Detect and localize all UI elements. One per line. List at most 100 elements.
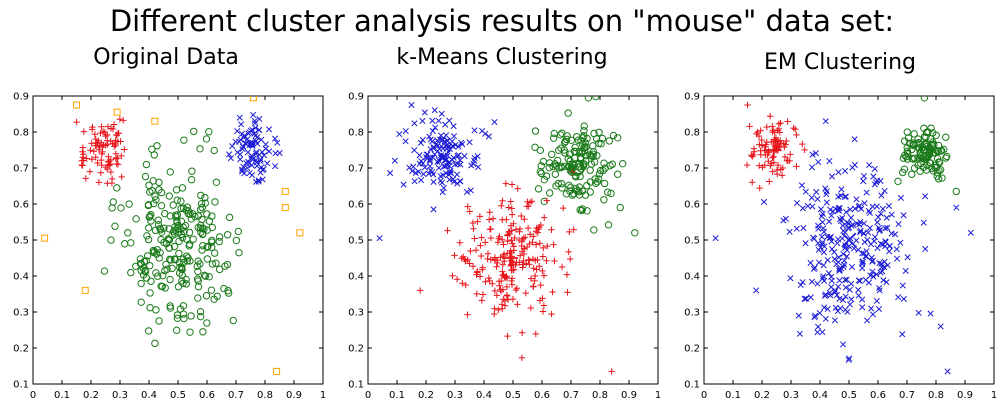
data-point: [178, 184, 187, 192]
data-point: [506, 228, 513, 235]
data-point: [503, 216, 510, 223]
data-point: [107, 168, 115, 176]
data-point: [426, 158, 433, 165]
data-point: [554, 179, 563, 188]
data-point: [764, 151, 771, 159]
data-point: [563, 271, 571, 278]
y-tick-label: 0.9: [13, 92, 29, 103]
data-point: [844, 225, 852, 232]
data-point: [903, 155, 912, 163]
data-point: [462, 257, 469, 265]
data-point: [551, 170, 560, 178]
data-point: [566, 255, 574, 263]
data-point: [391, 157, 398, 164]
data-point: [920, 96, 929, 102]
y-tick-label: 0.3: [348, 308, 364, 319]
data-point: [90, 148, 98, 155]
data-point: [260, 166, 267, 173]
data-point: [466, 260, 473, 267]
data-point: [473, 290, 480, 298]
data-point: [564, 109, 572, 117]
data-point: [112, 150, 120, 157]
data-point: [423, 151, 430, 158]
data-point: [95, 179, 103, 186]
data-point: [183, 257, 191, 265]
data-point: [140, 257, 149, 266]
data-point: [865, 207, 872, 214]
data-point: [441, 138, 448, 145]
data-point: [485, 274, 493, 282]
data-point: [196, 205, 205, 214]
data-point: [223, 260, 232, 269]
data-point: [819, 275, 826, 282]
data-point: [545, 189, 554, 197]
data-point: [188, 167, 196, 175]
data-point: [469, 263, 477, 270]
data-point: [194, 294, 202, 302]
data-point: [884, 224, 891, 231]
data-point: [200, 271, 209, 280]
series-blue-x: [760, 136, 944, 364]
data-point: [215, 265, 224, 274]
data-point: [149, 246, 157, 255]
y-tick-label: 0.1: [684, 380, 700, 391]
data-point: [476, 213, 484, 220]
data-point: [451, 252, 458, 259]
data-point: [539, 253, 547, 260]
data-point: [777, 166, 784, 173]
data-point: [482, 239, 489, 246]
data-point: [172, 213, 180, 221]
data-point: [197, 200, 206, 208]
data-point: [177, 197, 185, 205]
series-blue-x: [712, 118, 974, 375]
data-point: [145, 181, 153, 190]
data-point: [459, 141, 466, 148]
data-point: [820, 228, 828, 235]
series-red-plus: [744, 101, 751, 109]
data-point: [116, 116, 124, 123]
data-point: [435, 164, 442, 171]
data-point: [406, 164, 413, 171]
data-point: [537, 281, 544, 289]
data-point: [525, 257, 533, 264]
data-point: [159, 271, 167, 280]
data-point: [510, 220, 517, 227]
data-point: [559, 204, 567, 212]
data-point: [768, 138, 775, 146]
centroids: [435, 149, 585, 266]
data-point: [416, 152, 423, 159]
data-point: [832, 287, 839, 294]
data-point: [820, 273, 827, 280]
data-point: [843, 208, 850, 216]
data-point: [239, 143, 247, 150]
data-point: [873, 297, 880, 304]
data-point: [501, 302, 509, 309]
x-tick-label: 1: [655, 390, 661, 401]
data-point: [836, 277, 843, 284]
data-point: [196, 308, 205, 316]
data-point: [157, 202, 166, 210]
data-point: [151, 117, 159, 125]
data-point: [583, 207, 591, 215]
x-tick-label: 0.7: [563, 390, 579, 401]
data-point: [535, 225, 542, 233]
data-point: [578, 187, 587, 195]
data-point: [853, 237, 860, 244]
x-tick-label: 0: [365, 390, 371, 401]
data-point: [580, 147, 589, 155]
data-point: [749, 179, 756, 186]
data-point: [952, 187, 960, 196]
data-point: [592, 96, 600, 101]
data-point: [400, 181, 407, 188]
data-point: [778, 172, 786, 179]
data-point: [526, 231, 534, 238]
data-point: [839, 222, 846, 229]
data-point: [901, 151, 909, 160]
data-point: [781, 153, 789, 161]
data-point: [859, 304, 866, 311]
data-point: [434, 142, 441, 149]
data-point: [886, 248, 893, 255]
data-point: [843, 276, 850, 283]
data-point: [265, 126, 273, 133]
series-blue-x: [226, 111, 283, 185]
